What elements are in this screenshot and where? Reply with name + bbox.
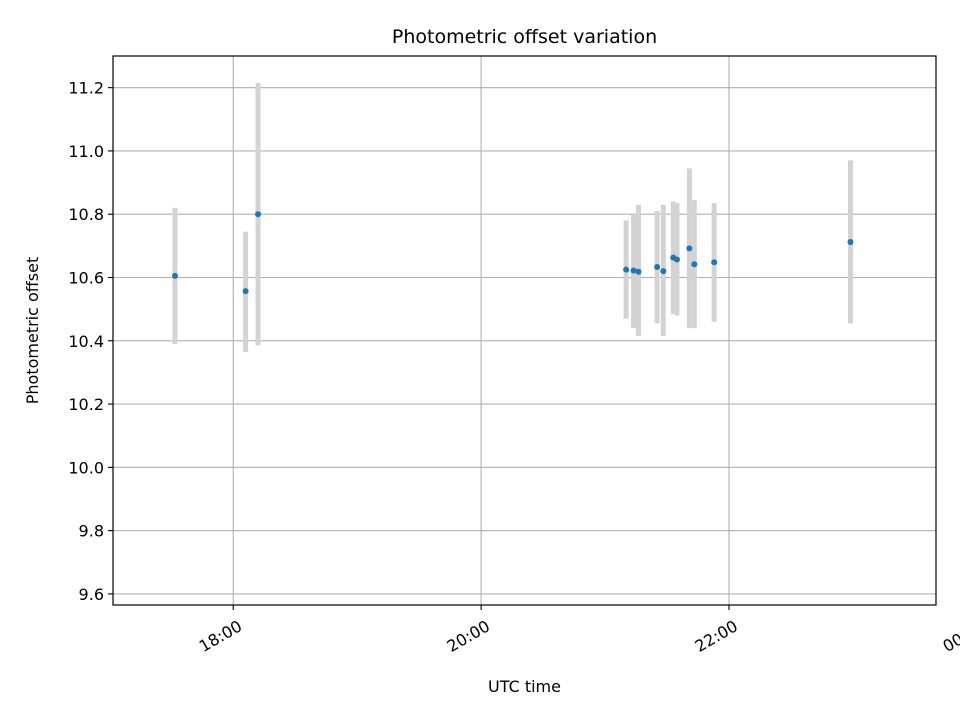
data-point <box>630 267 637 274</box>
data-point <box>660 268 667 275</box>
chart-title: Photometric offset variation <box>392 26 657 48</box>
data-point <box>171 272 178 279</box>
data-point <box>673 256 680 263</box>
data-point <box>635 268 642 275</box>
data-point <box>847 239 854 246</box>
y-axis-label: Photometric offset <box>23 257 42 405</box>
data-points <box>171 211 854 295</box>
y-tick-label: 10.0 <box>68 458 104 477</box>
data-point <box>654 264 661 271</box>
y-tick-label: 9.8 <box>79 522 104 541</box>
data-point <box>686 245 693 252</box>
data-point <box>691 261 698 268</box>
data-point <box>711 259 718 266</box>
data-point <box>255 211 262 218</box>
y-tick-label: 10.8 <box>68 205 104 224</box>
y-tick-label: 10.2 <box>68 395 104 414</box>
grid-lines <box>113 56 936 605</box>
y-tick-label: 10.4 <box>68 332 104 351</box>
y-axis-ticks: 9.6 9.8 10.0 10.2 10.4 10.6 10.8 11.0 11.2 <box>68 79 113 604</box>
y-tick-label: 11.0 <box>68 142 104 161</box>
plot-frame <box>112 55 937 606</box>
data-point <box>623 266 630 273</box>
x-axis-label: UTC time <box>488 677 561 696</box>
data-point <box>242 288 249 295</box>
y-tick-label: 11.2 <box>68 79 104 98</box>
y-tick-label: 10.6 <box>68 268 104 287</box>
y-tick-label: 9.6 <box>79 585 104 604</box>
